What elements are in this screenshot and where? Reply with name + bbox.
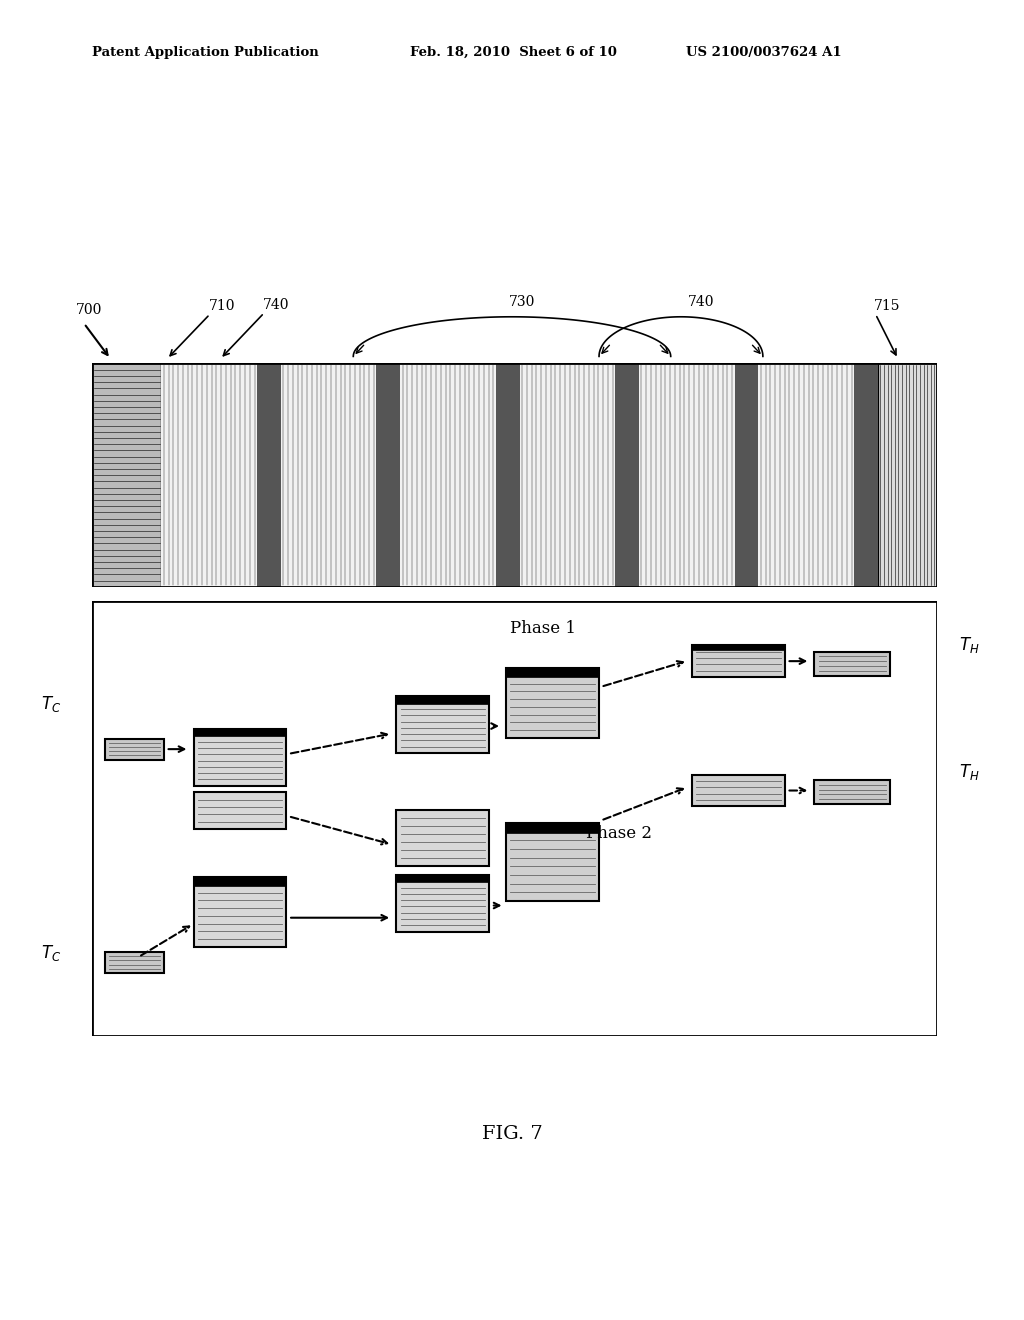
Bar <box>759 363 854 587</box>
Bar <box>692 645 785 677</box>
Bar <box>396 809 489 866</box>
Bar <box>396 875 489 882</box>
Bar <box>194 878 287 946</box>
Bar <box>400 363 496 587</box>
Bar <box>814 652 891 676</box>
Bar <box>506 668 599 738</box>
Bar <box>281 363 377 587</box>
Bar <box>692 775 785 807</box>
Bar <box>104 952 164 973</box>
Bar <box>396 875 489 932</box>
Bar <box>506 668 599 677</box>
Text: 700: 700 <box>76 302 102 317</box>
Bar <box>639 363 734 587</box>
Bar <box>104 739 164 759</box>
Bar <box>692 645 785 649</box>
Text: US 2100/0037624 A1: US 2100/0037624 A1 <box>686 46 842 59</box>
Text: Phase 2: Phase 2 <box>587 825 652 842</box>
Text: $T_H$: $T_H$ <box>959 762 980 783</box>
Bar <box>194 729 287 737</box>
Bar <box>92 363 162 587</box>
Text: FIG. 7: FIG. 7 <box>481 1125 543 1143</box>
Bar <box>257 363 281 587</box>
Text: Feb. 18, 2010  Sheet 6 of 10: Feb. 18, 2010 Sheet 6 of 10 <box>410 46 616 59</box>
Bar <box>377 363 400 587</box>
Bar <box>506 822 599 833</box>
Bar <box>519 363 615 587</box>
Bar <box>814 780 891 804</box>
Text: 740: 740 <box>263 297 290 312</box>
Bar <box>396 697 489 752</box>
Text: 710: 710 <box>209 298 236 313</box>
Bar <box>396 697 489 704</box>
Text: 715: 715 <box>873 298 900 313</box>
Text: Patent Application Publication: Patent Application Publication <box>92 46 318 59</box>
Text: 730: 730 <box>509 294 536 309</box>
Bar <box>162 363 257 587</box>
Bar <box>734 363 759 587</box>
Bar <box>615 363 639 587</box>
Text: $T_C$: $T_C$ <box>41 942 61 964</box>
Bar <box>496 363 519 587</box>
Text: Phase 1: Phase 1 <box>510 620 577 638</box>
Text: $T_C$: $T_C$ <box>41 693 61 714</box>
Text: 740: 740 <box>688 294 715 309</box>
Bar <box>194 792 287 829</box>
Bar <box>854 363 878 587</box>
Bar <box>194 878 287 886</box>
Bar <box>878 363 937 587</box>
Text: $T_H$: $T_H$ <box>959 635 980 656</box>
Bar <box>194 729 287 785</box>
Bar <box>506 822 599 902</box>
